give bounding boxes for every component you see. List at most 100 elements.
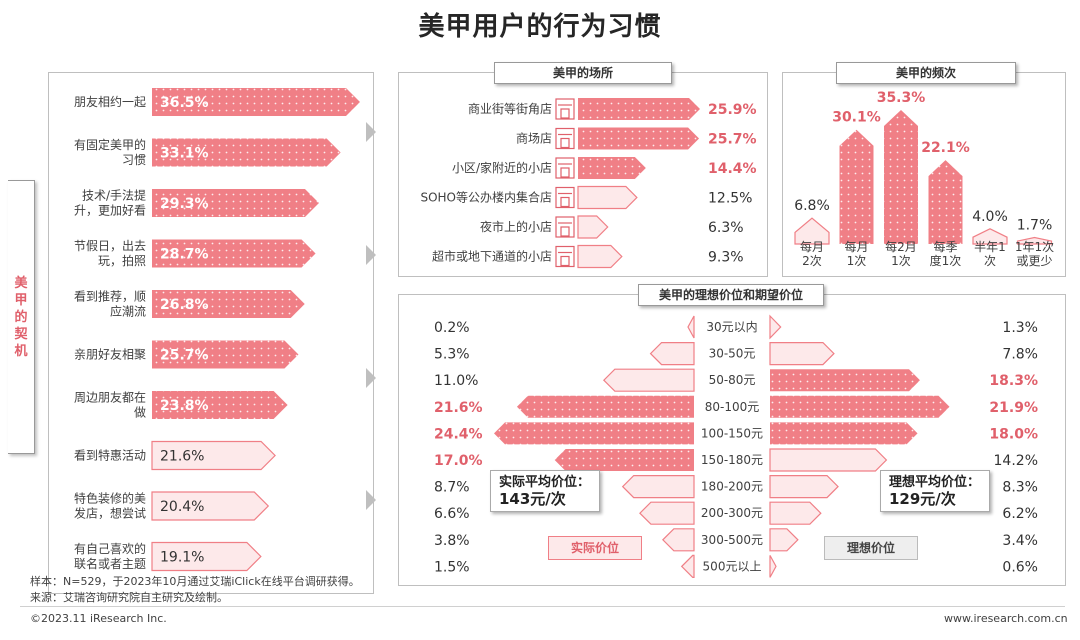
arrow-right-icon <box>366 245 376 265</box>
motivation-bar <box>152 391 288 419</box>
places-bar <box>578 157 646 179</box>
frequency-label: 半年1 次 <box>974 240 1006 268</box>
price-ideal-bar <box>769 501 822 525</box>
places-value: 12.5% <box>708 191 752 207</box>
ideal-average-label: 理想平均价位： <box>889 475 981 490</box>
price-ideal-value: 18.3% <box>989 373 1038 389</box>
legend-ideal: 理想价位 <box>824 536 918 560</box>
motivation-value: 26.8% <box>160 297 209 313</box>
motivation-value: 36.5% <box>160 95 209 111</box>
motivation-value: 23.8% <box>160 398 209 414</box>
price-ideal-bar <box>770 369 920 392</box>
actual-average-label: 实际平均价位： <box>499 475 591 490</box>
price-actual-value: 21.6% <box>434 400 483 416</box>
frequency-label: 每2月 1次 <box>885 239 917 268</box>
places-value: 9.3% <box>708 250 744 266</box>
price-actual-bar <box>687 315 695 339</box>
price-actual-bar <box>662 528 695 552</box>
night-market-stall-icon <box>555 216 575 238</box>
motivation-label: 看到特惠活动 <box>74 448 146 463</box>
places-bar <box>577 244 623 269</box>
price-actual-value: 1.5% <box>434 559 470 575</box>
motivation-label: 看到推荐，顺应潮流 <box>74 290 146 319</box>
house-icon <box>555 157 575 179</box>
price-actual-value: 17.0% <box>434 453 483 469</box>
price-actual-bar <box>680 554 695 578</box>
price-ideal-value: 21.9% <box>989 400 1038 416</box>
price-range-label: 100-150元 <box>701 426 763 440</box>
price-range-label: 150-180元 <box>701 453 763 467</box>
mall-icon <box>555 127 575 150</box>
price-range-label: 50-80元 <box>709 373 756 387</box>
motivation-label: 有固定美甲的习惯 <box>74 137 146 167</box>
actual-average-box: 实际平均价位： 143元/次 <box>490 470 600 512</box>
price-actual-value: 3.8% <box>434 533 470 549</box>
motivation-bar <box>152 88 360 116</box>
places-bar <box>577 215 609 239</box>
actual-average-value: 143元/次 <box>499 490 566 508</box>
frequency-bar <box>928 160 963 244</box>
price-actual-value: 8.7% <box>434 480 470 496</box>
motivation-bar <box>152 239 316 268</box>
motivation-bar <box>151 491 270 521</box>
price-chart: 30元以内 0.2% 1.3% 30-50元 5.3% 7.8% 50-80元 11.0% 18… <box>434 314 1038 578</box>
motivation-value: 19.1% <box>160 550 204 566</box>
price-ideal-bar <box>769 314 782 340</box>
frequency-title: 美甲的频次 <box>836 62 1016 84</box>
frequency-value: 1.7% <box>1017 218 1053 234</box>
motivation-value: 28.7% <box>160 247 209 263</box>
frequency-bar <box>884 110 918 244</box>
price-ideal-value: 3.4% <box>1002 533 1038 549</box>
places-label: 夜市上的小店 <box>480 219 552 234</box>
frequency-label: 每月 1次 <box>844 239 868 268</box>
frequency-bar <box>794 217 830 245</box>
price-actual-bar <box>554 449 694 471</box>
places-label: 超市或地下通道的小店 <box>432 249 552 264</box>
frequency-value: 30.1% <box>832 110 881 126</box>
price-actual-value: 24.4% <box>434 426 483 442</box>
price-range-label: 30-50元 <box>709 347 756 361</box>
arrow-right-icon <box>366 368 376 388</box>
motivation-value: 33.1% <box>160 146 209 162</box>
price-actual-bar <box>621 475 695 499</box>
price-ideal-value: 6.2% <box>1002 506 1038 522</box>
price-ideal-bar <box>769 448 888 472</box>
frequency-value: 22.1% <box>921 140 970 156</box>
places-bar <box>578 98 700 120</box>
places-label: 小区/家附近的小店 <box>452 160 552 175</box>
price-ideal-bar <box>769 341 835 366</box>
footer-copyright: ©2023.11 iResearch Inc. <box>30 612 167 625</box>
footer-sample: 样本：N=529，于2023年10月通过艾瑞iClick在线平台调研获得。 <box>30 575 360 588</box>
motivation-chart: 朋友相约一起 36.5% 有固定美甲的习惯 33.1% 技术/手法提升，更加好看 29.3… <box>74 88 360 572</box>
price-ideal-bar <box>769 555 777 578</box>
places-label: SOHO等公办楼内集合店 <box>420 190 552 205</box>
places-label: 商场店 <box>516 131 552 146</box>
motivation-value: 20.4% <box>160 499 204 515</box>
price-actual-bar <box>516 395 694 418</box>
price-range-label: 500元以上 <box>703 559 762 573</box>
price-actual-value: 5.3% <box>434 347 470 363</box>
motivation-value: 29.3% <box>160 196 209 212</box>
ideal-average-box: 理想平均价位： 129元/次 <box>880 470 990 512</box>
ideal-average-value: 129元/次 <box>889 490 956 508</box>
frequency-bar <box>839 129 874 244</box>
motivation-side-title: 美甲的契机 <box>14 276 28 359</box>
arrow-right-icon <box>366 122 376 142</box>
price-ideal-bar <box>770 422 918 445</box>
supermarket-icon <box>555 245 575 268</box>
frequency-bar <box>1016 236 1053 245</box>
price-ideal-bar <box>769 475 839 499</box>
frequency-value: 6.8% <box>794 198 830 214</box>
footer-source: 来源：艾瑞咨询研究院自主研究及绘制。 <box>30 591 228 604</box>
places-value: 25.7% <box>708 132 757 148</box>
places-title: 美甲的场所 <box>494 62 672 84</box>
page-title: 美甲用户的行为习惯 <box>418 12 662 42</box>
motivation-label: 周边朋友都在做 <box>74 391 146 420</box>
motivation-label: 朋友相约一起 <box>74 94 146 109</box>
legend-actual: 实际价位 <box>548 536 642 560</box>
frequency-label: 每月 2次 <box>800 239 824 268</box>
motivation-label: 有自己喜欢的联名或者主题 <box>74 541 146 571</box>
places-chart: 商业街等街角店 25.9% 商场店 25.7% 小区/家附近的小店 14.4% SOHO等公… <box>420 98 757 269</box>
price-ideal-value: 14.2% <box>994 453 1038 469</box>
frequency-bar <box>972 228 1008 245</box>
